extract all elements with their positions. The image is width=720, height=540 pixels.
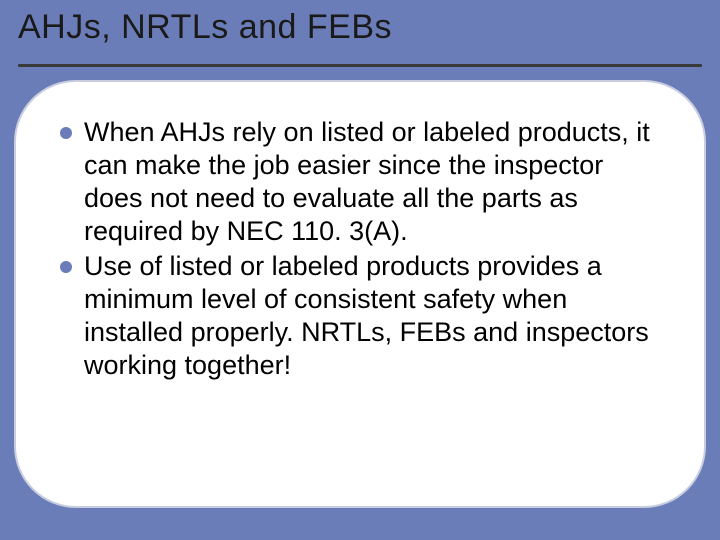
content-box: When AHJs rely on listed or labeled prod… — [14, 80, 706, 508]
bullet-list: When AHJs rely on listed or labeled prod… — [60, 116, 664, 382]
list-item: When AHJs rely on listed or labeled prod… — [60, 116, 664, 248]
title-underline — [18, 64, 702, 67]
slide-title: AHJs, NRTLs and FEBs — [18, 8, 702, 47]
slide: AHJs, NRTLs and FEBs When AHJs rely on l… — [0, 0, 720, 540]
list-item: Use of listed or labeled products provid… — [60, 250, 664, 382]
title-area: AHJs, NRTLs and FEBs — [18, 8, 702, 47]
